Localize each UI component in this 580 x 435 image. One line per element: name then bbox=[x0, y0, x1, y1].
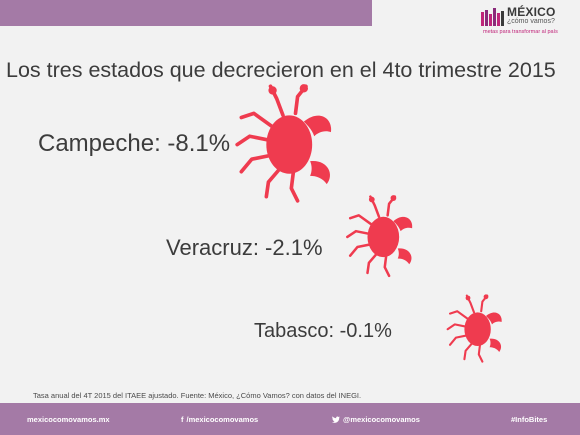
footer-hashtag[interactable]: #InfoBites bbox=[511, 415, 548, 424]
page-title: Los tres estados que decrecieron en el 4… bbox=[6, 58, 556, 82]
footer-twitter-label: @mexicocomovamos bbox=[343, 415, 420, 424]
state-label-veracruz: Veracruz: -2.1% bbox=[166, 235, 323, 260]
footer-twitter-link[interactable]: @mexicocomovamos bbox=[332, 415, 420, 424]
logo-bars-icon bbox=[481, 8, 504, 26]
footer-bar: mexicocomovamos.mx f/mexicocomovamos @me… bbox=[0, 403, 580, 435]
logo-subtitle: ¿cómo vamos? bbox=[507, 18, 555, 25]
crab-icon bbox=[446, 294, 502, 363]
state-label-tabasco: Tabasco: -0.1% bbox=[254, 320, 392, 342]
top-accent-bar bbox=[0, 0, 372, 26]
crab-icon bbox=[346, 195, 413, 278]
twitter-icon bbox=[332, 416, 340, 423]
footer-facebook-label: /mexicocomovamos bbox=[186, 415, 259, 424]
state-label-campeche: Campeche: -8.1% bbox=[38, 130, 231, 157]
logo-tagline: metas para transformar al país bbox=[483, 29, 558, 35]
footer-facebook-link[interactable]: f/mexicocomovamos bbox=[181, 415, 258, 424]
footer-website-link[interactable]: mexicocomovamos.mx bbox=[27, 415, 110, 424]
logo-title: MÉXICO bbox=[507, 5, 556, 19]
logo: MÉXICO ¿cómo vamos? metas para transform… bbox=[481, 5, 577, 41]
crab-icon bbox=[235, 84, 332, 203]
facebook-icon: f bbox=[181, 415, 184, 424]
source-note: Tasa anual del 4T 2015 del ITAEE ajustad… bbox=[33, 391, 362, 400]
